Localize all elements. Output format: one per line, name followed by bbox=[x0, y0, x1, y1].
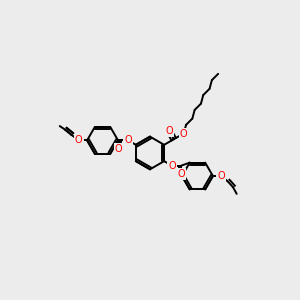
Text: O: O bbox=[178, 169, 185, 179]
Text: O: O bbox=[180, 128, 188, 139]
Text: O: O bbox=[124, 135, 132, 145]
Text: O: O bbox=[218, 171, 225, 181]
Text: O: O bbox=[75, 135, 82, 145]
Text: O: O bbox=[115, 144, 122, 154]
Text: O: O bbox=[166, 126, 173, 136]
Text: O: O bbox=[168, 160, 176, 171]
